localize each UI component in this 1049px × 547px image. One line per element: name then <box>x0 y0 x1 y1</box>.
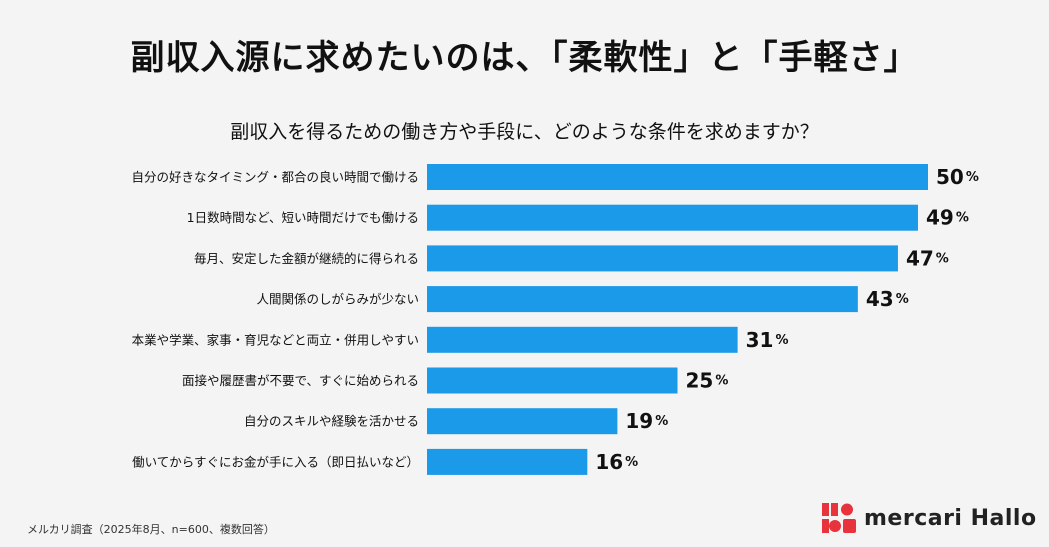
value-label: 25% <box>686 369 729 393</box>
bar-chart: 自分の好きなタイミング・都合の良い時間で働ける 50 % 1日数時間など、短い時間だけ… <box>131 164 979 475</box>
category-label: 人間関係のしがらみが少ない <box>256 292 419 307</box>
value-label: 19% <box>625 409 668 433</box>
value-label: 47% <box>906 246 949 270</box>
logo-mark-icon <box>822 503 856 533</box>
bar <box>427 164 928 190</box>
value-label: 50% <box>936 165 979 189</box>
category-label: 働いてからすぐにお金が手に入る（即日払いなど） <box>132 454 419 469</box>
category-label: 1日数時間など、短い時間だけでも働ける <box>187 210 419 225</box>
value-label: 16% <box>595 450 638 474</box>
category-label: 毎月、安定した金額が継続的に得られる <box>194 251 419 266</box>
value-label: 31% <box>746 328 789 352</box>
logo-text: mercari Hallo <box>864 505 1037 531</box>
category-label: 自分の好きなタイミング・都合の良い時間で働ける <box>131 170 419 185</box>
category-label: 面接や履歴書が不要で、すぐに始められる <box>182 373 419 388</box>
bar <box>427 448 588 475</box>
page-title: 副収入源に求めたいのは、「柔軟性」と「手軽さ」 <box>130 38 919 78</box>
chart-title: 副収入を得るための働き方や手段に、どのような条件を求めますか？ <box>230 121 819 143</box>
value-label: 49% <box>926 206 969 230</box>
category-label: 本業や学業、家事・育児などと両立・併用しやすい <box>132 332 419 347</box>
mercari-hallo-logo: mercari Hallo <box>822 503 1037 533</box>
bar <box>427 326 738 353</box>
category-label: 自分のスキルや経験を活かせる <box>244 414 419 429</box>
bar <box>427 204 918 231</box>
value-label: 43% <box>866 287 909 311</box>
bar <box>427 408 618 435</box>
bar <box>427 286 858 313</box>
bar <box>427 245 898 272</box>
survey-footnote: メルカリ調査（2025年8月、n=600、複数回答） <box>27 523 275 536</box>
bar <box>427 367 678 394</box>
